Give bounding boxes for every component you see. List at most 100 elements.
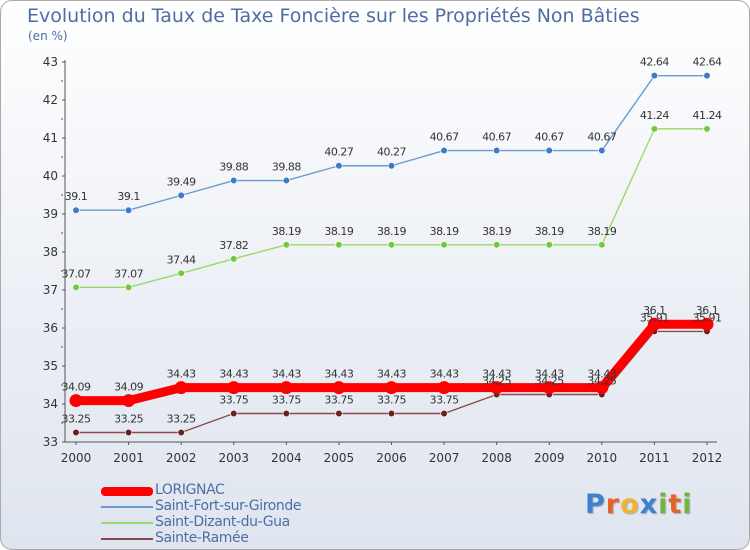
data-label-saint-fort-sur-gironde: 39.1 (65, 190, 88, 203)
data-label-saint-dizant-du-gua: 38.19 (430, 225, 459, 238)
logo-letter: x (639, 489, 659, 520)
data-label-sainte-ram-e: 33.75 (430, 394, 459, 407)
data-point-saint-fort-sur-gironde (177, 191, 185, 199)
data-point-lorignac (437, 381, 451, 395)
data-label-sainte-ram-e: 33.75 (219, 394, 248, 407)
y-tick-label: 37 (43, 283, 58, 297)
data-point-saint-fort-sur-gironde (230, 176, 238, 185)
x-tick-label: 2001 (113, 451, 144, 465)
data-point-saint-dizant-du-gua (230, 255, 238, 263)
data-label-saint-dizant-du-gua: 38.19 (272, 225, 301, 238)
y-tick-label: 33 (43, 435, 58, 449)
data-label-saint-dizant-du-gua: 37.82 (219, 239, 248, 252)
data-label-saint-dizant-du-gua: 37.44 (167, 253, 196, 266)
data-point-saint-dizant-du-gua (703, 125, 711, 133)
data-point-saint-dizant-du-gua (282, 241, 290, 249)
legend-swatch (101, 538, 153, 540)
data-label-sainte-ram-e: 34.25 (535, 375, 564, 388)
x-tick-label: 2002 (166, 451, 197, 465)
data-label-saint-fort-sur-gironde: 40.67 (535, 131, 564, 144)
x-tick-label: 2011 (639, 451, 670, 465)
y-tick-label: 39 (43, 207, 58, 221)
x-tick-label: 2000 (61, 451, 92, 465)
data-point-lorignac (332, 381, 346, 395)
data-point-saint-dizant-du-gua (650, 125, 659, 133)
data-point-lorignac (69, 394, 83, 408)
data-label-sainte-ram-e: 33.25 (167, 413, 196, 426)
y-tick-label: 36 (43, 321, 58, 335)
data-point-saint-dizant-du-gua (124, 283, 133, 291)
data-label-sainte-ram-e: 33.25 (62, 413, 91, 426)
data-point-lorignac (279, 381, 293, 395)
data-label-sainte-ram-e: 35.91 (693, 311, 722, 324)
y-tick-label: 42 (43, 93, 58, 107)
data-label-saint-fort-sur-gironde: 40.67 (587, 131, 616, 144)
data-label-lorignac: 34.43 (324, 368, 353, 381)
legend-label: Saint-Dizant-du-Gua (155, 514, 290, 530)
data-point-lorignac (542, 381, 556, 395)
proxiti-logo: Proxiti (585, 489, 693, 520)
data-point-saint-dizant-du-gua (387, 241, 396, 249)
data-label-lorignac: 34.43 (430, 368, 459, 381)
data-label-lorignac: 34.43 (535, 368, 564, 381)
data-point-saint-dizant-du-gua (545, 241, 553, 249)
logo-letter: r (605, 489, 621, 520)
data-point-saint-dizant-du-gua (598, 241, 606, 249)
x-tick-label: 2006 (376, 451, 407, 465)
data-point-lorignac (490, 381, 504, 395)
data-point-saint-fort-sur-gironde (440, 146, 448, 155)
legend-label: Sainte-Ramée (155, 530, 249, 546)
data-point-saint-fort-sur-gironde (598, 146, 606, 155)
legend-label: LORIGNAC (155, 482, 225, 498)
legend-label: Saint-Fort-sur-Gironde (155, 498, 302, 514)
logo-letter: i (682, 489, 693, 520)
data-point-sainte-ram-e (177, 428, 185, 437)
data-label-lorignac: 36.1 (696, 304, 719, 317)
data-point-sainte-ram-e (387, 409, 396, 418)
data-point-saint-dizant-du-gua (440, 241, 448, 249)
data-label-saint-dizant-du-gua: 38.19 (535, 225, 564, 238)
data-point-saint-fort-sur-gironde (703, 72, 711, 80)
data-point-lorignac (174, 381, 188, 395)
data-point-saint-dizant-du-gua (335, 241, 343, 249)
logo-letter: t (668, 489, 683, 520)
legend-swatch (101, 487, 153, 496)
data-label-sainte-ram-e: 33.75 (377, 394, 406, 407)
x-tick-label: 2010 (587, 451, 618, 465)
data-label-lorignac: 34.43 (482, 368, 511, 381)
line-chart: 33 34 35 36 37 38 39 40 41 42 43 2000 2001 2002 2003 20… (43, 55, 723, 465)
data-label-sainte-ram-e: 33.75 (272, 394, 301, 407)
data-label-saint-fort-sur-gironde: 40.27 (324, 146, 353, 159)
legend-swatch (101, 522, 153, 524)
x-tick-label: 2007 (429, 451, 460, 465)
data-label-saint-fort-sur-gironde: 40.27 (377, 146, 406, 159)
data-label-saint-dizant-du-gua: 37.07 (114, 267, 143, 280)
y-tick-label: 35 (43, 359, 58, 373)
data-label-lorignac: 34.09 (114, 381, 143, 394)
data-point-lorignac (385, 381, 398, 395)
data-label-lorignac: 34.43 (167, 368, 196, 381)
data-label-saint-fort-sur-gironde: 39.49 (167, 175, 196, 188)
data-label-saint-dizant-du-gua: 38.19 (587, 225, 616, 238)
data-label-lorignac: 34.43 (272, 368, 301, 381)
data-label-saint-dizant-du-gua: 37.07 (62, 267, 91, 280)
data-point-lorignac (647, 317, 661, 331)
x-tick-label: 2008 (481, 451, 512, 465)
data-point-sainte-ram-e (440, 409, 448, 418)
x-tick-label: 2012 (692, 451, 723, 465)
data-label-sainte-ram-e: 33.25 (114, 413, 143, 426)
data-label-sainte-ram-e: 34.25 (482, 375, 511, 388)
data-point-lorignac (122, 394, 136, 408)
data-label-saint-dizant-du-gua: 38.19 (377, 225, 406, 238)
data-label-saint-dizant-du-gua: 41.24 (693, 109, 722, 122)
data-point-saint-fort-sur-gironde (335, 162, 343, 170)
data-point-saint-fort-sur-gironde (124, 206, 133, 214)
data-label-saint-dizant-du-gua: 41.24 (640, 109, 669, 122)
data-label-saint-fort-sur-gironde: 40.67 (482, 131, 511, 144)
data-point-lorignac (700, 317, 714, 331)
data-point-sainte-ram-e (72, 428, 80, 437)
chart-title: Evolution du Taux de Taxe Foncière sur l… (27, 5, 640, 27)
y-tick-label: 41 (43, 131, 58, 145)
data-point-sainte-ram-e (124, 428, 133, 437)
